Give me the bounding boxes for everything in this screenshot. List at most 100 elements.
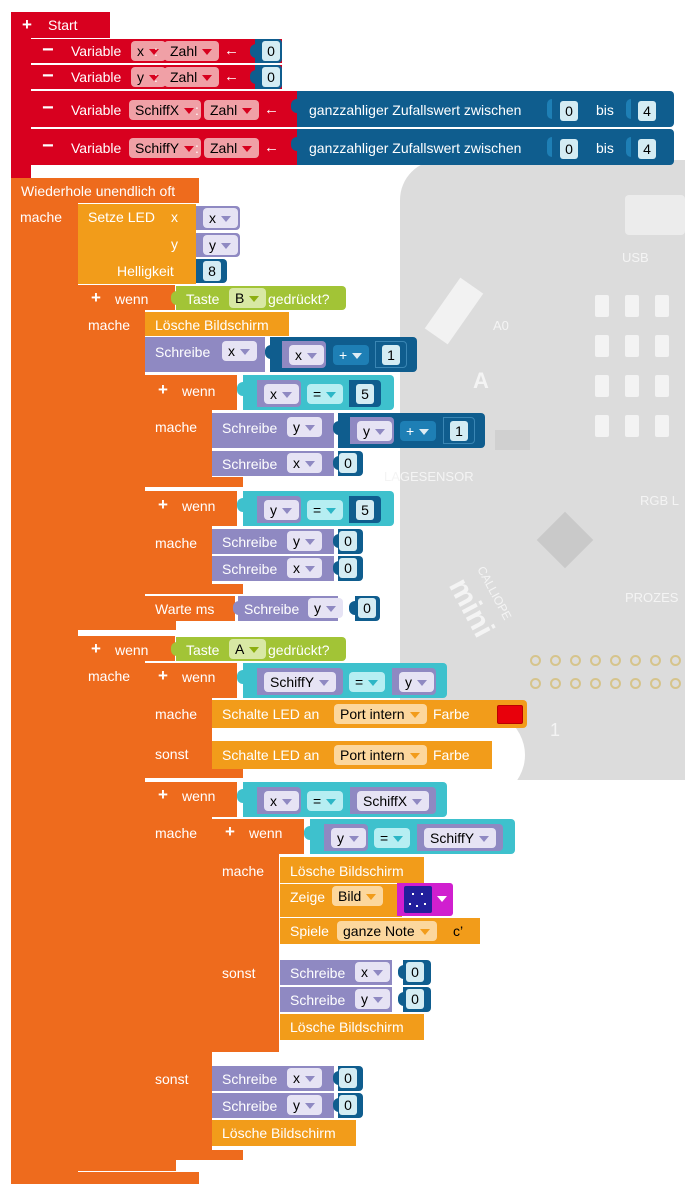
type-dropdown[interactable]: Zahl xyxy=(204,138,260,158)
red-component xyxy=(495,430,530,450)
operator-dropdown[interactable]: + xyxy=(400,421,437,441)
variable-dropdown[interactable]: x xyxy=(203,208,238,228)
variable-dropdown[interactable]: y xyxy=(331,828,366,848)
variable-dropdown[interactable]: x xyxy=(355,962,390,982)
min-field[interactable]: 0 xyxy=(560,139,578,159)
brightness-field[interactable]: 8 xyxy=(203,261,221,281)
variable-dropdown[interactable]: SchiffX xyxy=(357,791,430,811)
variable-dropdown[interactable]: y xyxy=(264,500,299,520)
connector xyxy=(333,534,339,548)
show-type-dropdown[interactable]: Bild xyxy=(332,886,384,906)
minus-icon[interactable]: − xyxy=(42,39,54,61)
clear-screen-block[interactable] xyxy=(212,1120,356,1146)
variable-dropdown[interactable]: x xyxy=(264,791,299,811)
else-label: sonst xyxy=(222,965,256,981)
value-field[interactable]: 1 xyxy=(450,421,468,441)
value-field[interactable]: 0 xyxy=(358,598,376,618)
if-label: wenn xyxy=(249,825,283,841)
type-dropdown[interactable]: Zahl xyxy=(204,100,260,120)
variable-name-dropdown[interactable]: y xyxy=(131,67,166,87)
wait-block[interactable] xyxy=(145,596,235,621)
value-field[interactable]: 5 xyxy=(356,384,374,404)
inner1-bottom xyxy=(145,768,243,778)
variable-dropdown[interactable]: y xyxy=(357,421,392,441)
value-field[interactable]: 0 xyxy=(262,67,280,87)
variable-dropdown[interactable]: y xyxy=(399,672,434,692)
variable-dropdown[interactable]: x xyxy=(287,1068,322,1088)
clear-screen-block[interactable] xyxy=(145,312,289,336)
plus-icon[interactable]: + xyxy=(91,288,101,307)
plus-icon[interactable]: + xyxy=(158,666,168,685)
random-integer-block[interactable] xyxy=(297,129,674,165)
button-label: Taste xyxy=(186,291,220,307)
minus-icon[interactable]: − xyxy=(42,65,54,87)
value-field[interactable]: 0 xyxy=(406,962,424,982)
plus-icon[interactable]: + xyxy=(225,822,235,841)
variable-dropdown[interactable]: x xyxy=(289,345,324,365)
show-label: Zeige xyxy=(290,889,326,905)
operator-dropdown[interactable]: + xyxy=(333,345,370,365)
minus-icon[interactable]: − xyxy=(42,97,54,119)
plus-icon[interactable]: + xyxy=(158,495,168,514)
value-field[interactable]: 0 xyxy=(339,558,357,578)
value-field[interactable]: 1 xyxy=(382,345,400,365)
variable-dropdown[interactable]: y xyxy=(287,417,322,437)
value-field[interactable]: 0 xyxy=(339,1095,357,1115)
image-preview-icon[interactable] xyxy=(404,886,432,913)
operator-dropdown[interactable]: = xyxy=(307,791,344,811)
port-dropdown[interactable]: Port intern xyxy=(334,745,427,765)
value-field[interactable]: 0 xyxy=(339,1068,357,1088)
max-field[interactable]: 4 xyxy=(638,139,656,159)
button-dropdown[interactable]: B xyxy=(229,288,267,308)
variable-name-dropdown[interactable]: SchiffX xyxy=(129,100,202,120)
variable-dropdown[interactable]: y xyxy=(355,989,390,1009)
plus-icon[interactable]: + xyxy=(158,785,168,804)
do-label: mache xyxy=(88,317,131,333)
variable-dropdown[interactable]: x xyxy=(222,341,257,361)
variable-dropdown[interactable]: y xyxy=(308,598,343,618)
random-integer-block[interactable] xyxy=(297,91,674,127)
variable-dropdown[interactable]: x xyxy=(287,558,322,578)
color-swatch[interactable] xyxy=(497,705,523,724)
plus-icon[interactable]: + xyxy=(91,639,101,658)
image-dot xyxy=(409,903,411,905)
max-field[interactable]: 4 xyxy=(638,101,656,121)
start-frame xyxy=(11,12,31,180)
value-field[interactable]: 0 xyxy=(339,453,357,473)
variable-dropdown[interactable]: x xyxy=(264,384,299,404)
variable-dropdown[interactable]: SchiffY xyxy=(424,828,497,848)
variable-dropdown[interactable]: y xyxy=(203,235,238,255)
clear-screen-block[interactable] xyxy=(280,1014,424,1040)
pitch-field[interactable]: c’ xyxy=(453,923,464,939)
operator-dropdown[interactable]: = xyxy=(374,828,411,848)
plus-icon[interactable]: + xyxy=(158,380,168,399)
variable-dropdown[interactable]: y xyxy=(287,531,322,551)
note-dropdown[interactable]: ganze Note xyxy=(337,921,437,941)
port-dropdown[interactable]: Port intern xyxy=(334,704,427,724)
operator-dropdown[interactable]: = xyxy=(307,500,344,520)
set-led-label: Setze LED xyxy=(88,209,155,225)
value-field[interactable]: 0 xyxy=(339,531,357,551)
set-led-block[interactable] xyxy=(78,204,196,284)
operator-dropdown[interactable]: = xyxy=(349,672,386,692)
variable-dropdown[interactable]: y xyxy=(287,1095,322,1115)
button-dropdown[interactable]: A xyxy=(229,639,267,659)
colon: : xyxy=(154,69,158,85)
min-field[interactable]: 0 xyxy=(560,101,578,121)
plus-icon[interactable]: + xyxy=(22,15,32,34)
minus-icon[interactable]: − xyxy=(42,135,54,157)
value-field[interactable]: 5 xyxy=(356,500,374,520)
dropdown-caret-icon[interactable] xyxy=(437,896,447,902)
value-field[interactable]: 0 xyxy=(406,989,424,1009)
type-dropdown[interactable]: Zahl xyxy=(164,41,220,61)
variable-name-dropdown[interactable]: x xyxy=(131,41,166,61)
operator-dropdown[interactable]: = xyxy=(307,384,344,404)
variable-name-dropdown[interactable]: SchiffY xyxy=(129,138,202,158)
variable-dropdown[interactable]: SchiffY xyxy=(264,672,337,692)
variable-dropdown[interactable]: x xyxy=(287,453,322,473)
type-dropdown[interactable]: Zahl xyxy=(164,67,220,87)
value-field[interactable]: 0 xyxy=(262,41,280,61)
clear-screen-block[interactable] xyxy=(280,857,424,883)
connector xyxy=(171,642,177,656)
